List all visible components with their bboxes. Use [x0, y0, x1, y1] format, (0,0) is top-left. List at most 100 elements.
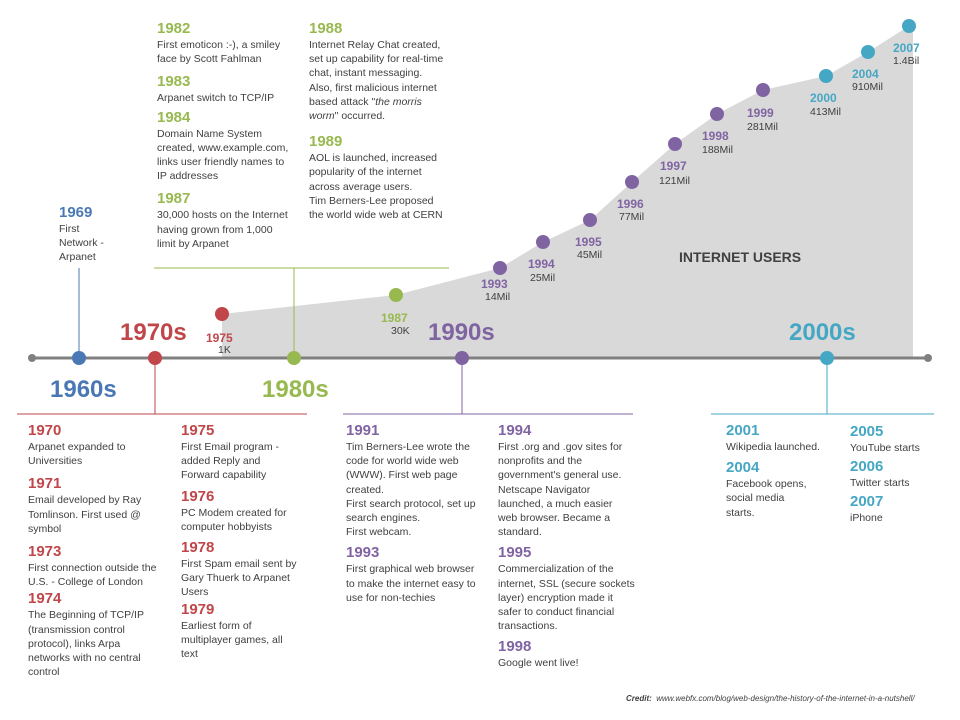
- event-1993: 1993 First graphical web browser to make…: [346, 543, 496, 605]
- event-text: First connection outside the U.S. - Coll…: [28, 562, 157, 589]
- point-value-label: 281Mil: [747, 121, 778, 133]
- point-value-label: 1.4Bil: [893, 55, 919, 67]
- event-text: Arpanet expanded to Universities: [28, 441, 126, 468]
- event-1994: 1994 First .org and .gov sites for nonpr…: [498, 421, 648, 539]
- credit-line: Credit: www.webfx.com/blog/web-design/th…: [626, 694, 915, 703]
- event-year: 1987: [157, 190, 191, 208]
- event-text: The Beginning of TCP/IP (transmission co…: [28, 609, 144, 679]
- data-point-1994: [536, 235, 550, 249]
- data-point-1999: [756, 83, 770, 97]
- event-year: 2004: [726, 459, 760, 477]
- point-value-label: 413Mil: [810, 106, 841, 118]
- event-year: 1998: [498, 638, 532, 656]
- event-2001: 2001 Wikipedia launched.: [726, 421, 841, 454]
- point-value-label: 30K: [391, 325, 410, 337]
- event-year: 1983: [157, 73, 191, 91]
- event-1970: 1970 Arpanet expanded to Universities: [28, 421, 178, 468]
- event-text: Tim Berners-Lee wrote the code for world…: [346, 441, 476, 539]
- event-year: 1994: [498, 422, 532, 439]
- point-year-label: 1994: [528, 257, 555, 271]
- point-value-label: 77Mil: [619, 211, 644, 223]
- events-2000s-col2: 2005 YouTube starts 2006 Twitter starts …: [850, 422, 950, 526]
- point-year-label: 1995: [575, 235, 602, 249]
- point-year-label: 1987: [381, 311, 408, 325]
- event-year: 1970: [28, 422, 62, 439]
- data-point-1987: [389, 288, 403, 302]
- event-text: Earliest form of multiplayer games, all …: [181, 619, 283, 661]
- point-value-label: 25Mil: [530, 272, 555, 284]
- event-year: 2007: [850, 493, 884, 511]
- events-2000s-col1: 2001 Wikipedia launched. 2004 Facebook o…: [726, 421, 841, 520]
- event-text: First .org and .gov sites for nonprofits…: [498, 441, 623, 539]
- event-year: 1991: [346, 422, 380, 439]
- event-1983: 1983 Arpanet switch to TCP/IP: [157, 72, 307, 105]
- event-text: AOL is launched, increased popularity of…: [309, 152, 443, 222]
- event-year: 1982: [157, 20, 191, 37]
- event-1978: 1978 First Spam email sent by Gary Thuer…: [181, 538, 311, 600]
- point-value-label: 188Mil: [702, 144, 733, 156]
- event-year: 1993: [346, 544, 380, 562]
- point-year-label: 2007: [893, 41, 920, 55]
- event-year: 2005: [850, 423, 884, 440]
- event-text: Commercialization of the internet, SSL (…: [498, 563, 635, 633]
- event-text: Google went live!: [498, 657, 579, 670]
- event-1995: 1995 Commercialization of the internet, …: [498, 543, 648, 633]
- point-year-label: 1997: [660, 159, 687, 173]
- point-value-label: 14Mil: [485, 291, 510, 303]
- data-point-1997: [668, 137, 682, 151]
- event-2005: 2005 YouTube starts: [850, 422, 950, 455]
- event-year: 1975: [181, 422, 215, 439]
- event-text-part: " occurred.: [334, 110, 386, 123]
- point-year-label: 2000: [810, 91, 837, 105]
- event-1982: 1982 First emoticon :-), a smiley face b…: [157, 19, 307, 66]
- events-1990s-col1: 1991 Tim Berners-Lee wrote the code for …: [346, 421, 496, 605]
- decade-marker-1980s: [287, 351, 301, 365]
- event-text: Twitter starts: [850, 477, 910, 490]
- event-year: 1979: [181, 600, 215, 618]
- event-text-part: Internet Relay Chat created, set up capa…: [309, 39, 444, 108]
- event-2007: 2007 iPhone: [850, 492, 950, 525]
- data-point-2000: [819, 69, 833, 83]
- event-1973: 1973 First connection outside the U.S. -…: [28, 542, 178, 589]
- event-2006: 2006 Twitter starts: [850, 457, 950, 490]
- data-point-2007: [902, 19, 916, 33]
- event-year: 1969: [59, 204, 93, 221]
- events-1980s-col1: 1982 First emoticon :-), a smiley face b…: [157, 19, 307, 251]
- event-year: 1978: [181, 539, 215, 557]
- decade-marker-1960s: [72, 351, 86, 365]
- event-year: 1984: [157, 108, 191, 126]
- event-text: 30,000 hosts on the Internet having grow…: [157, 209, 288, 250]
- event-text: Email developed by Ray Tomlinson. First …: [28, 494, 142, 535]
- data-point-2004: [861, 45, 875, 59]
- event-year: 1989: [309, 133, 343, 151]
- event-text: Facebook opens, social media starts.: [726, 478, 807, 519]
- event-1989: 1989 AOL is launched, increased populari…: [309, 132, 469, 222]
- event-text-emphasis: the morris worm: [309, 95, 422, 123]
- event-1969: 1969 First Network - Arpanet: [59, 203, 139, 265]
- event-year: 2001: [726, 422, 760, 439]
- data-point-1998: [710, 107, 724, 121]
- chart-title: INTERNET USERS: [679, 249, 801, 265]
- event-text: Domain Name System created, www.example.…: [157, 127, 289, 183]
- event-text: Wikipedia launched.: [726, 441, 820, 453]
- point-value-label: 910Mil: [852, 81, 883, 93]
- credit-label: Credit:: [626, 694, 652, 703]
- event-1988: 1988 Internet Relay Chat created, set up…: [309, 19, 469, 123]
- event-1975: 1975 First Email program - added Reply a…: [181, 421, 311, 483]
- events-1980s-col2: 1988 Internet Relay Chat created, set up…: [309, 19, 469, 222]
- data-point-1995: [583, 213, 597, 227]
- point-year-label: 2004: [852, 67, 879, 81]
- event-1976: 1976 PC Modem created for computer hobby…: [181, 487, 311, 534]
- event-1974: 1974 The Beginning of TCP/IP (transmissi…: [28, 589, 178, 679]
- event-1998: 1998 Google went live!: [498, 637, 648, 670]
- event-text: YouTube starts: [850, 442, 920, 454]
- event-text: PC Modem created for computer hobbyists: [181, 506, 287, 533]
- point-year-label: 1996: [617, 197, 644, 211]
- event-text: Arpanet switch to TCP/IP: [157, 92, 275, 105]
- point-value-label: 45Mil: [577, 249, 602, 261]
- point-year-label: 1998: [702, 129, 729, 143]
- point-year-label: 1999: [747, 106, 774, 120]
- data-point-1996: [625, 175, 639, 189]
- decade-marker-1990s: [455, 351, 469, 365]
